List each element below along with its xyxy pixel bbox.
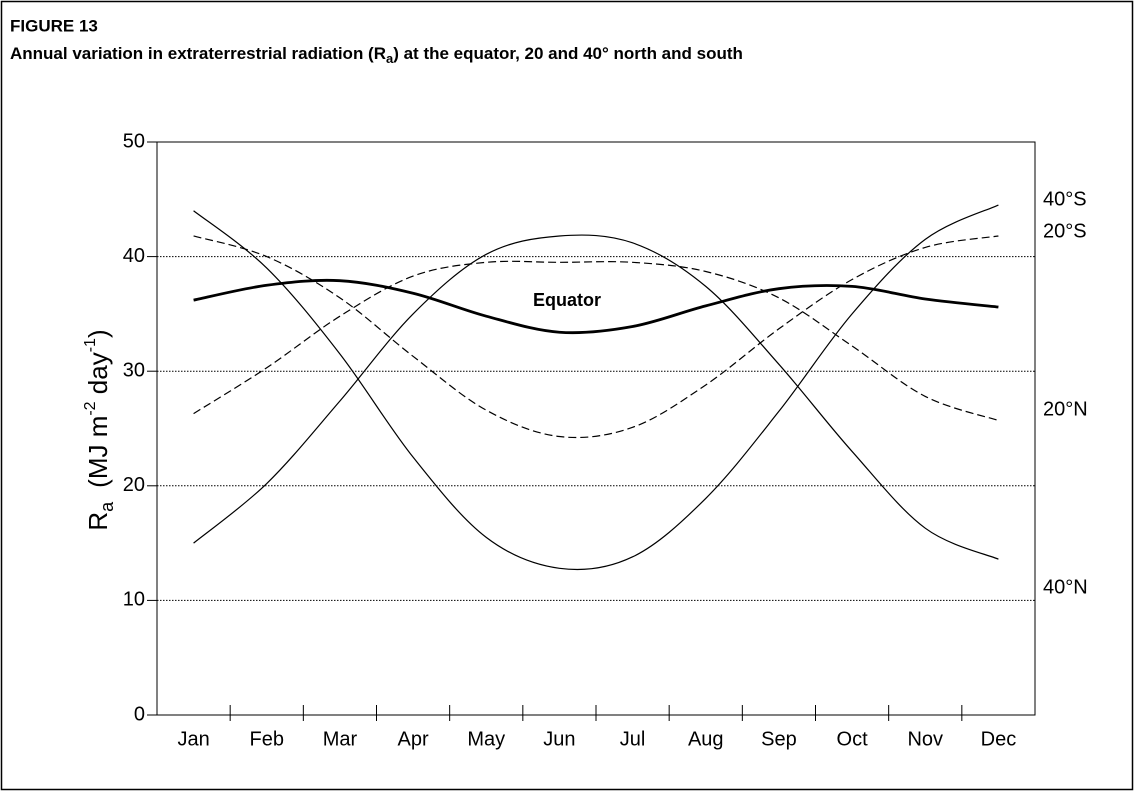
title-sub: a	[386, 51, 394, 66]
x-tick-label: Apr	[398, 728, 429, 750]
x-tick-label: Aug	[688, 728, 724, 750]
y-label-part: (MJ m	[83, 416, 113, 488]
y-tick-label: 50	[123, 130, 145, 152]
y-label-part: R	[83, 512, 113, 531]
y-axis-label: Ra (MJ m-2 day-1)	[82, 329, 117, 530]
chart-title: Annual variation in extraterrestrial rad…	[10, 44, 743, 66]
series-label: 40°N	[1043, 576, 1088, 598]
y-label-sup: -2	[82, 401, 99, 415]
y-label-sup: -1	[82, 338, 99, 352]
x-tick-label: May	[467, 728, 505, 750]
x-tick-label: Dec	[981, 728, 1017, 750]
figure-label: FIGURE 13	[10, 16, 98, 35]
y-label-part: day	[83, 352, 113, 401]
x-tick-label: Mar	[323, 728, 358, 750]
title-part: ) at the equator, 20 and 40° north and s…	[393, 44, 743, 63]
x-tick-label: Sep	[761, 728, 797, 750]
y-tick-label: 0	[134, 703, 145, 725]
y-tick-label: 30	[123, 359, 145, 381]
series-label: Equator	[533, 290, 601, 310]
x-tick-label: Nov	[907, 728, 943, 750]
series-label: 20°N	[1043, 398, 1088, 420]
x-tick-label: Oct	[837, 728, 869, 750]
plot-area	[156, 141, 1036, 716]
y-label-part: )	[83, 329, 113, 338]
series-label: 20°S	[1043, 220, 1087, 242]
series-line	[193, 204, 999, 571]
series-label: 40°S	[1043, 188, 1087, 210]
series-line	[193, 278, 999, 335]
x-tick-label: Jan	[177, 728, 209, 750]
y-tick-label: 10	[123, 589, 145, 611]
title-part: Annual variation in extraterrestrial rad…	[10, 44, 386, 63]
x-tick-label: Jun	[543, 728, 575, 750]
series-line	[193, 235, 999, 439]
y-tick-label: 20	[123, 474, 145, 496]
x-tick-label: Feb	[250, 728, 284, 750]
x-tick-label: Jul	[620, 728, 646, 750]
series-line	[193, 234, 999, 560]
series-line	[193, 260, 999, 422]
y-tick-label: 40	[123, 245, 145, 267]
y-label-sub: a	[97, 501, 117, 512]
